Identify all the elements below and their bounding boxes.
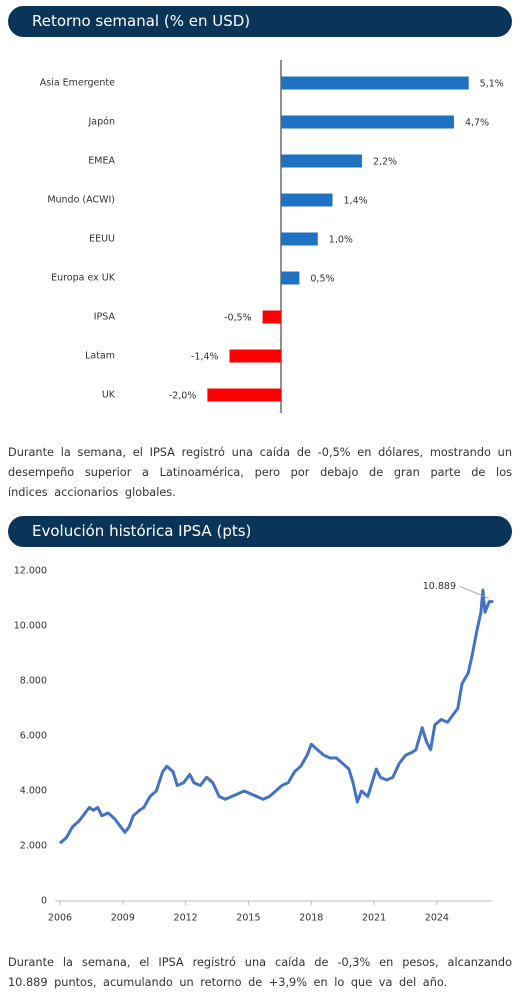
- x-tick-label: 2018: [299, 913, 323, 924]
- annotation: 10.889: [423, 581, 456, 592]
- y-tick-label: 8.000: [20, 676, 47, 687]
- section-header: Evolución histórica IPSA (pts): [8, 516, 512, 547]
- paragraph: Durante la semana, el IPSA registró una …: [8, 446, 512, 499]
- value-label: 0,5%: [310, 274, 334, 285]
- bar: [207, 388, 281, 402]
- value-label: 4,7%: [465, 118, 489, 129]
- bar-chart: Asia Emergente 5,1% Japón 4,7% EMEA 2,2% Mundo…: [40, 60, 504, 413]
- y-tick-label: 12.000: [14, 566, 47, 577]
- category-label: Europa ex UK: [51, 273, 116, 284]
- value-label: -2,0%: [169, 391, 197, 402]
- value-label: 2,2%: [373, 157, 397, 168]
- section-header: Retorno semanal (% en USD): [8, 6, 512, 37]
- category-label: EEUU: [89, 234, 115, 245]
- category-label: Asia Emergente: [40, 78, 115, 89]
- value-label: 5,1%: [480, 79, 504, 90]
- paragraph: Durante la semana, el IPSA registró una …: [8, 956, 512, 989]
- y-tick-label: 2.000: [20, 841, 47, 852]
- bar: [281, 115, 454, 129]
- x-tick-label: 2006: [48, 913, 72, 924]
- category-label: UK: [102, 390, 116, 401]
- bar: [281, 154, 362, 168]
- bar: [281, 193, 333, 207]
- bar: [281, 271, 300, 285]
- category-label: Mundo (ACWI): [47, 195, 115, 206]
- bar: [262, 310, 281, 324]
- x-tick-label: 2012: [174, 913, 198, 924]
- series-line: [59, 588, 494, 845]
- value-label: 1,0%: [329, 235, 353, 246]
- bar: [281, 76, 469, 90]
- bar: [281, 232, 318, 246]
- y-tick-label: 4.000: [20, 786, 47, 797]
- x-tick-label: 2024: [425, 913, 449, 924]
- y-tick-label: 0: [41, 896, 47, 907]
- x-tick-label: 2021: [362, 913, 386, 924]
- category-label: IPSA: [94, 312, 116, 323]
- x-tick-label: 2009: [111, 913, 135, 924]
- category-label: Japón: [88, 117, 116, 128]
- x-tick-label: 2015: [236, 913, 260, 924]
- bar: [229, 349, 281, 363]
- annotation-leader: [459, 586, 490, 599]
- value-label: 1,4%: [344, 196, 368, 207]
- category-label: Latam: [85, 351, 115, 362]
- value-label: -1,4%: [191, 352, 219, 363]
- y-tick-label: 6.000: [20, 731, 47, 742]
- category-label: EMEA: [88, 156, 115, 167]
- y-tick-label: 10.000: [14, 621, 47, 632]
- value-label: -0,5%: [224, 313, 252, 324]
- line-chart: 0 2.000 4.000 6.000 8.000 10.000 12.000 2006 200…: [14, 566, 494, 924]
